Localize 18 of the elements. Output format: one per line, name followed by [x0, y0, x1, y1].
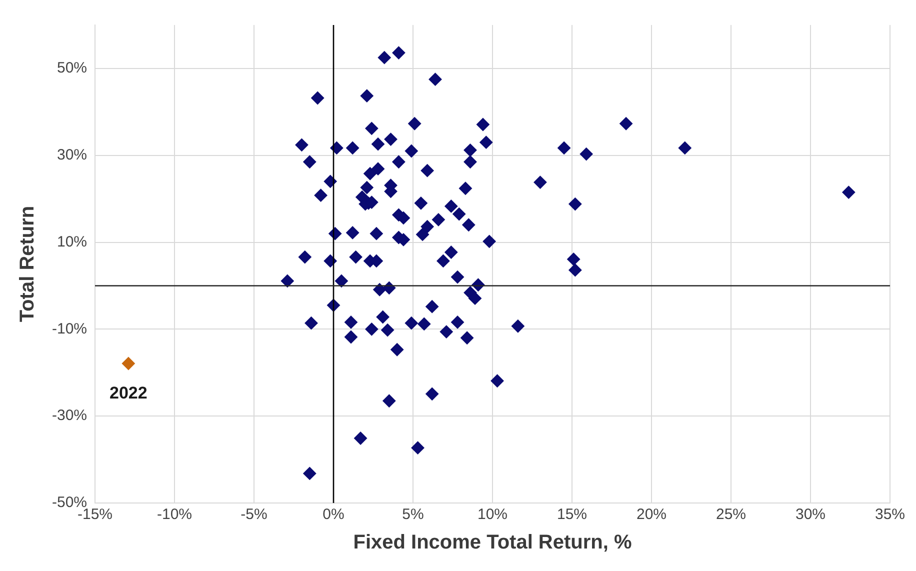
y-tick-label: 50% — [56, 60, 88, 77]
x-tick-label: 30% — [795, 506, 826, 524]
x-tick-label: 0% — [322, 506, 344, 524]
x-tick-label: -10% — [157, 506, 192, 524]
x-tick-label: 5% — [402, 506, 424, 524]
y-tick-label: -10% — [52, 320, 88, 338]
x-tick-label: 15% — [556, 506, 588, 524]
x-tick-label: 20% — [636, 506, 667, 524]
x-tick-label: 10% — [477, 506, 508, 524]
y-tick-label: -30% — [52, 407, 88, 424]
x-tick-label: 35% — [874, 506, 906, 524]
x-axis-title: Fixed Income Total Return, % — [353, 532, 632, 554]
y-tick-label: 30% — [56, 146, 88, 164]
y-axis-title: Total Return — [16, 206, 39, 322]
x-tick-label: 25% — [716, 506, 746, 524]
y-tick-label: 10% — [56, 233, 88, 250]
x-tick-label: -5% — [240, 506, 268, 524]
series-label: 2022 — [109, 384, 148, 403]
